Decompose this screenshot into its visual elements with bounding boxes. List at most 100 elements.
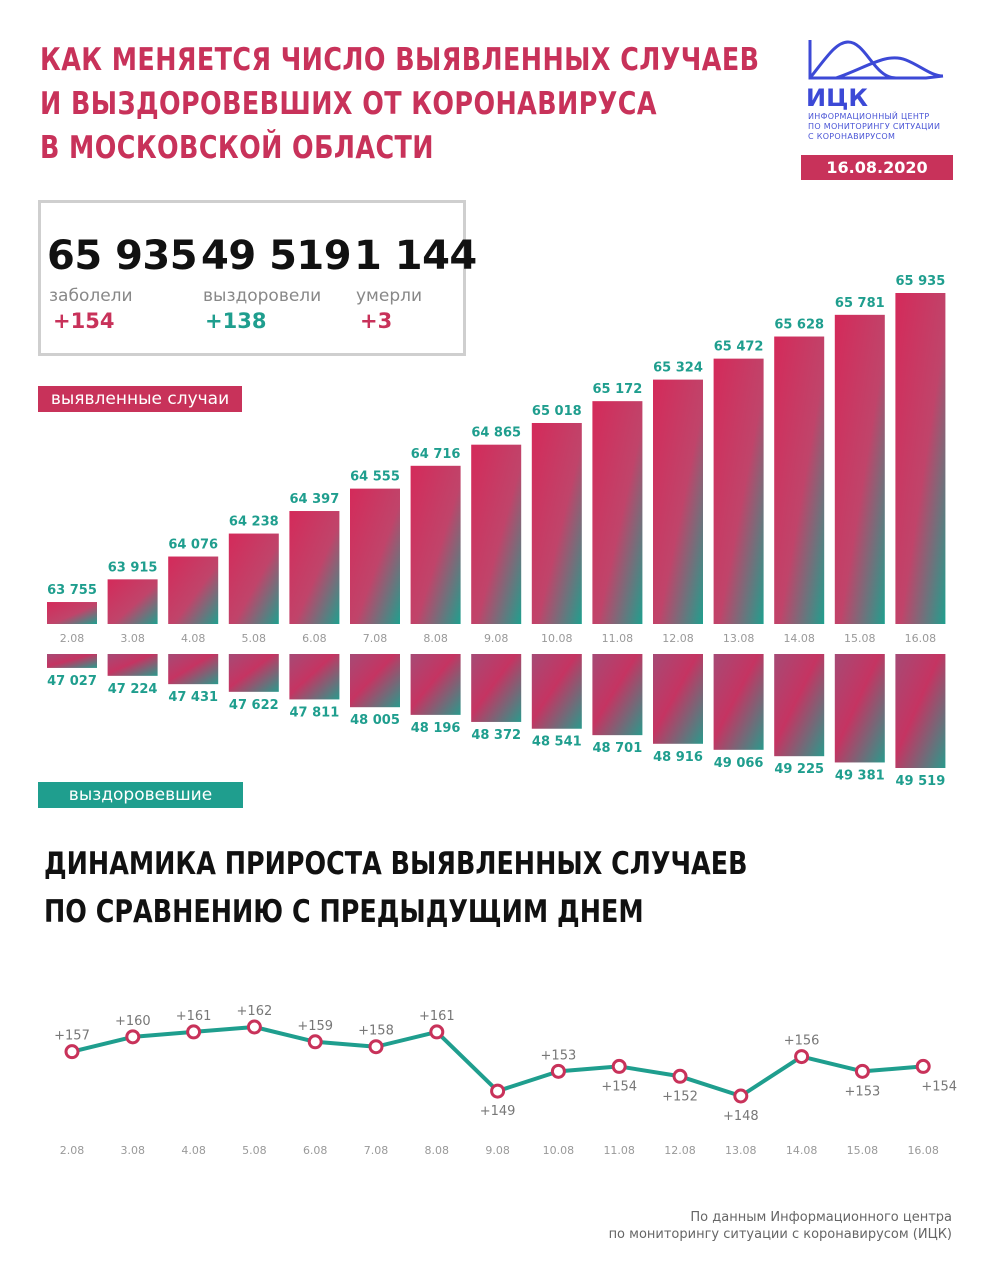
recovered-bar [895, 654, 946, 768]
recovered-bar-label: 49 519 [896, 774, 946, 789]
cases-bar [713, 358, 764, 624]
cases-bar [168, 556, 219, 624]
dynamics-title-line-2: ПО СРАВНЕНИЮ С ПРЕДЫДУЩИМ ДНЕМ [44, 894, 644, 930]
date-tick-label: 12.08 [664, 1144, 696, 1157]
date-tick-label: 13.08 [725, 1144, 757, 1157]
increase-point [125, 1029, 141, 1045]
recovered-bar-label: 47 811 [290, 705, 340, 720]
dynamics-title-line-1: ДИНАМИКА ПРИРОСТА ВЫЯВЛЕННЫХ СЛУЧАЕВ [44, 846, 748, 882]
source-line-1: По данным Информационного центра [690, 1210, 952, 1225]
recovered-bar [350, 654, 400, 708]
date-tick-label: 10.08 [543, 1144, 575, 1157]
cases-bar [410, 465, 461, 624]
recovered-bar-label: 48 196 [411, 721, 461, 736]
date-tick-label: 5.08 [242, 632, 267, 645]
stat-deaths-value: 1 144 [354, 233, 477, 279]
cases-legend-tag: выявленные случаи [38, 386, 242, 412]
increase-point [733, 1088, 749, 1104]
recovered-bar [834, 654, 885, 763]
itsk-logo-icon [808, 40, 944, 80]
recovered-bar-label: 47 224 [108, 682, 158, 697]
date-tick-label: 2.08 [60, 632, 85, 645]
stats-box: 65 935 заболели +154 49 519 выздоровели … [38, 200, 477, 356]
stat-recovered-value: 49 519 [201, 233, 352, 279]
date-tick-label: 11.08 [602, 632, 634, 645]
logo-subtitle: ИНФОРМАЦИОННЫЙ ЦЕНТР ПО МОНИТОРИНГУ СИТУ… [808, 112, 968, 142]
increase-point [915, 1058, 931, 1074]
cases-bar-label: 64 397 [290, 492, 340, 507]
date-badge: 16.08.2020 [801, 155, 953, 180]
increase-point [672, 1068, 688, 1084]
cases-bar [350, 488, 400, 624]
increase-point [246, 1019, 262, 1035]
increase-point [64, 1044, 80, 1060]
dynamics-title: ДИНАМИКА ПРИРОСТА ВЫЯВЛЕННЫХ СЛУЧАЕВ ПО … [44, 840, 747, 936]
recovered-bar [653, 654, 703, 744]
cases-bar [228, 533, 279, 624]
cases-bar [895, 293, 946, 624]
cases-bar [107, 579, 158, 624]
date-tick-label: 16.08 [907, 1144, 939, 1157]
cases-bar [289, 511, 340, 624]
date-tick-label: 2.08 [60, 1144, 85, 1157]
recovered-bar [410, 654, 461, 715]
date-tick-label: 5.08 [242, 1144, 267, 1157]
recovered-bar-label: 48 701 [593, 741, 643, 756]
cases-bar [834, 314, 885, 624]
recovered-bar-label: 49 066 [714, 756, 764, 771]
increase-point [794, 1049, 810, 1065]
cases-bar-label: 64 716 [411, 447, 461, 462]
increase-point [550, 1063, 566, 1079]
date-tick-label: 6.08 [303, 1144, 328, 1157]
date-tick-label: 9.08 [484, 632, 509, 645]
recovered-bar [228, 654, 279, 692]
cases-bar [471, 444, 522, 624]
line-chart: +157 2.08 +160 3.08 +161 4.08 +162 5.08 +159 6.08… [54, 1004, 957, 1157]
cases-bar-label: 64 238 [229, 515, 279, 530]
stat-recovered-label: выздоровели [203, 286, 322, 306]
cases-bar-label: 65 018 [532, 404, 582, 419]
stat-infected-value: 65 935 [47, 233, 198, 279]
date-tick-label: 12.08 [662, 632, 694, 645]
cases-bar [653, 379, 703, 624]
source-line-2: по мониторингу ситуации с коронавирусом … [608, 1227, 952, 1242]
cases-bar-label: 65 472 [714, 340, 764, 355]
increase-label: +160 [115, 1014, 151, 1029]
increase-label: +154 [601, 1079, 637, 1094]
stat-deaths-label: умерли [356, 286, 423, 306]
date-tick-label: 3.08 [120, 632, 145, 645]
cases-bar-label: 63 755 [47, 583, 97, 598]
logo-abbr: ИЦК [806, 84, 868, 112]
recovered-bar [713, 654, 764, 750]
increase-label: +153 [541, 1048, 577, 1063]
stat-deaths-delta: +3 [360, 309, 393, 333]
logo-line-3: С КОРОНАВИРУСОМ [808, 132, 896, 141]
increase-label: +154 [921, 1079, 957, 1094]
stat-infected-label: заболели [49, 286, 133, 306]
increase-label: +148 [723, 1109, 759, 1124]
date-tick-label: 15.08 [847, 1144, 879, 1157]
increase-label: +152 [662, 1089, 698, 1104]
date-tick-label: 8.08 [425, 1144, 450, 1157]
date-tick-label: 11.08 [603, 1144, 635, 1157]
increase-point [611, 1058, 627, 1074]
date-tick-label: 14.08 [783, 632, 815, 645]
date-tick-label: 3.08 [121, 1144, 146, 1157]
date-tick-label: 6.08 [302, 632, 327, 645]
cases-bar [592, 401, 643, 624]
recovered-bar-label: 49 225 [774, 762, 824, 777]
date-tick-label: 14.08 [786, 1144, 818, 1157]
increase-label: +157 [54, 1029, 90, 1044]
increase-point [186, 1024, 202, 1040]
cases-bar-label: 65 172 [593, 382, 643, 397]
increase-label: +161 [176, 1009, 212, 1024]
date-tick-label: 8.08 [423, 632, 448, 645]
cases-bar [774, 336, 825, 624]
recovered-bar [47, 654, 97, 668]
recovered-bar [774, 654, 825, 757]
recovered-bar-label: 48 372 [471, 728, 521, 743]
increase-label: +149 [480, 1104, 516, 1119]
source-note: По данным Информационного центра по мони… [609, 1209, 952, 1243]
logo-line-2: ПО МОНИТОРИНГУ СИТУАЦИИ [808, 122, 941, 131]
date-tick-label: 7.08 [363, 632, 388, 645]
